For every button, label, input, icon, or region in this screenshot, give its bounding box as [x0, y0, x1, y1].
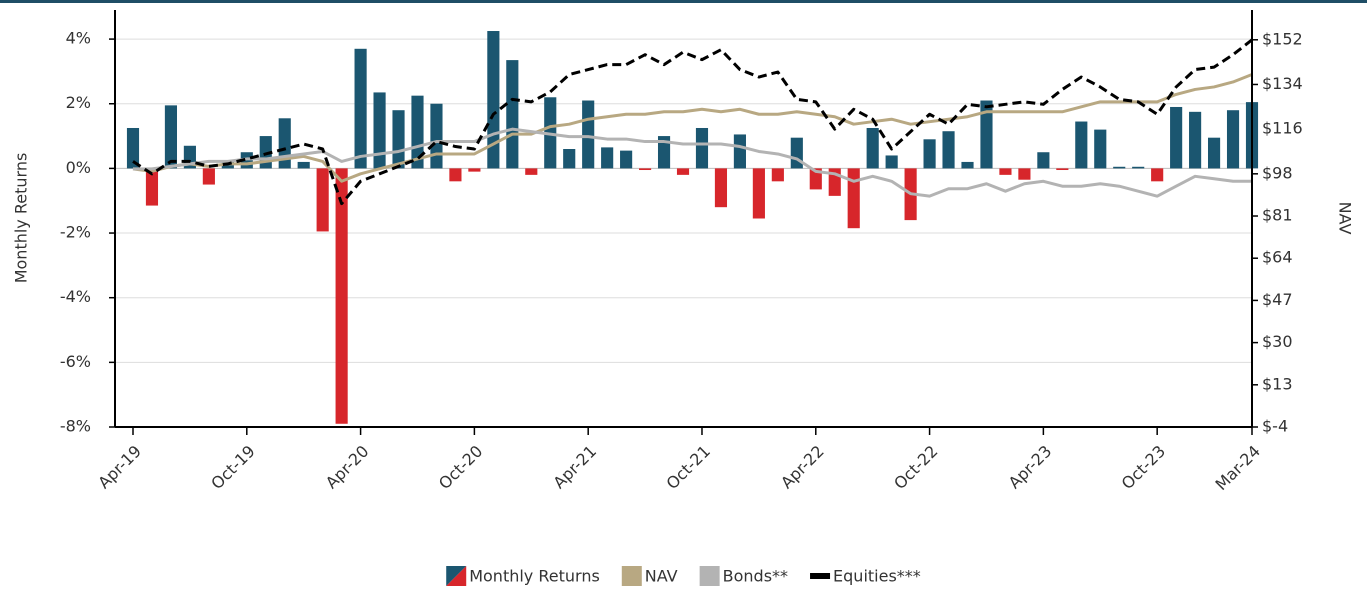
bar	[999, 168, 1012, 175]
y2-tick-label: $64	[1262, 248, 1293, 267]
y-tick-label: 2%	[66, 93, 91, 112]
y2-tick-label: $-4	[1262, 417, 1288, 436]
bar	[506, 60, 519, 169]
bar	[335, 168, 348, 424]
legend-swatch	[810, 573, 831, 579]
legend-label: Monthly Returns	[469, 567, 600, 586]
bar	[1207, 137, 1221, 169]
bar	[885, 155, 898, 169]
bar	[676, 168, 690, 175]
y-tick-label: -6%	[60, 352, 91, 371]
legend-item: NAV	[621, 566, 678, 586]
bar	[525, 168, 538, 175]
bar	[468, 168, 481, 172]
x-tick-label: Oct-21	[663, 442, 714, 493]
bar	[1151, 168, 1164, 182]
bar	[961, 161, 974, 169]
line-series	[133, 127, 1252, 198]
y-axis-label: Monthly Returns	[12, 153, 31, 284]
bar	[1170, 106, 1183, 169]
bar	[1189, 111, 1202, 169]
y2-tick-label: $98	[1262, 163, 1293, 182]
x-tick-label: Oct-20	[435, 442, 486, 493]
y2-tick-label: $30	[1262, 332, 1293, 351]
x-tick-label: Apr-22	[777, 442, 828, 493]
y2-axis-label: NAV	[1336, 202, 1355, 235]
legend-label: Bonds**	[723, 567, 788, 586]
bar	[752, 168, 765, 219]
bar	[297, 161, 310, 169]
bar	[164, 105, 178, 169]
legend-swatch	[621, 566, 642, 586]
bar	[790, 137, 803, 169]
bar	[145, 168, 159, 206]
bar	[714, 168, 728, 208]
legend-item: Monthly Returns	[446, 566, 600, 586]
bar	[620, 150, 633, 169]
bar	[449, 168, 462, 182]
y-tick-label: -8%	[60, 417, 91, 436]
bar	[316, 168, 329, 232]
y2-tick-label: $13	[1262, 374, 1293, 393]
bar	[563, 149, 576, 169]
bar	[1018, 168, 1031, 180]
bar	[847, 168, 860, 229]
y2-tick-label: $134	[1262, 74, 1303, 93]
bar	[866, 127, 879, 169]
x-tick-label: Apr-19	[94, 442, 145, 493]
x-tick-label: Apr-21	[549, 442, 600, 493]
x-tick-label: Oct-22	[890, 442, 941, 493]
bar	[771, 168, 784, 182]
bar	[126, 127, 140, 169]
y2-tick-label: $152	[1262, 29, 1303, 48]
bar	[809, 168, 822, 190]
x-tick-label: Oct-19	[207, 442, 258, 493]
bar	[942, 131, 955, 169]
bar	[695, 127, 709, 169]
legend-swatch	[699, 566, 720, 586]
y-tick-label: -4%	[60, 287, 91, 306]
bar	[980, 100, 993, 169]
bar	[639, 168, 652, 171]
x-tick-label: Oct-23	[1118, 442, 1169, 493]
line-series	[132, 38, 1253, 206]
y2-tick-label: $47	[1262, 290, 1293, 309]
legend-item: Equities***	[810, 567, 921, 586]
x-tick-label: Apr-20	[322, 442, 373, 493]
bar	[1075, 121, 1088, 169]
line-series	[132, 73, 1253, 183]
x-tick-label: Apr-23	[1005, 442, 1056, 493]
bar	[373, 92, 386, 169]
top-rule	[0, 0, 1367, 3]
bar	[392, 110, 405, 169]
bar	[1226, 110, 1240, 169]
bar	[430, 103, 443, 169]
legend-label: NAV	[645, 567, 678, 586]
bar	[1132, 166, 1145, 169]
y-tick-label: -2%	[60, 223, 91, 242]
legend: Monthly Returns NAV Bonds** Equities***	[446, 566, 921, 586]
y2-tick-label: $81	[1262, 206, 1293, 225]
bar	[582, 100, 595, 169]
bar	[923, 139, 936, 169]
bar	[1037, 152, 1050, 169]
bar	[657, 136, 671, 169]
bar	[1094, 129, 1107, 169]
y2-tick-label: $116	[1262, 119, 1303, 138]
y-tick-label: 4%	[66, 29, 91, 48]
bar	[1056, 168, 1069, 171]
legend-item: Bonds**	[699, 566, 788, 586]
bar	[1113, 166, 1126, 169]
legend-label: Equities***	[833, 567, 921, 586]
legend-swatch	[446, 566, 467, 586]
bar	[202, 168, 215, 185]
bar	[733, 134, 746, 169]
bar	[601, 147, 614, 169]
bar	[411, 95, 424, 169]
x-tick-label: Mar-24	[1211, 442, 1264, 495]
bar	[354, 48, 367, 169]
y-tick-label: 0%	[66, 158, 91, 177]
